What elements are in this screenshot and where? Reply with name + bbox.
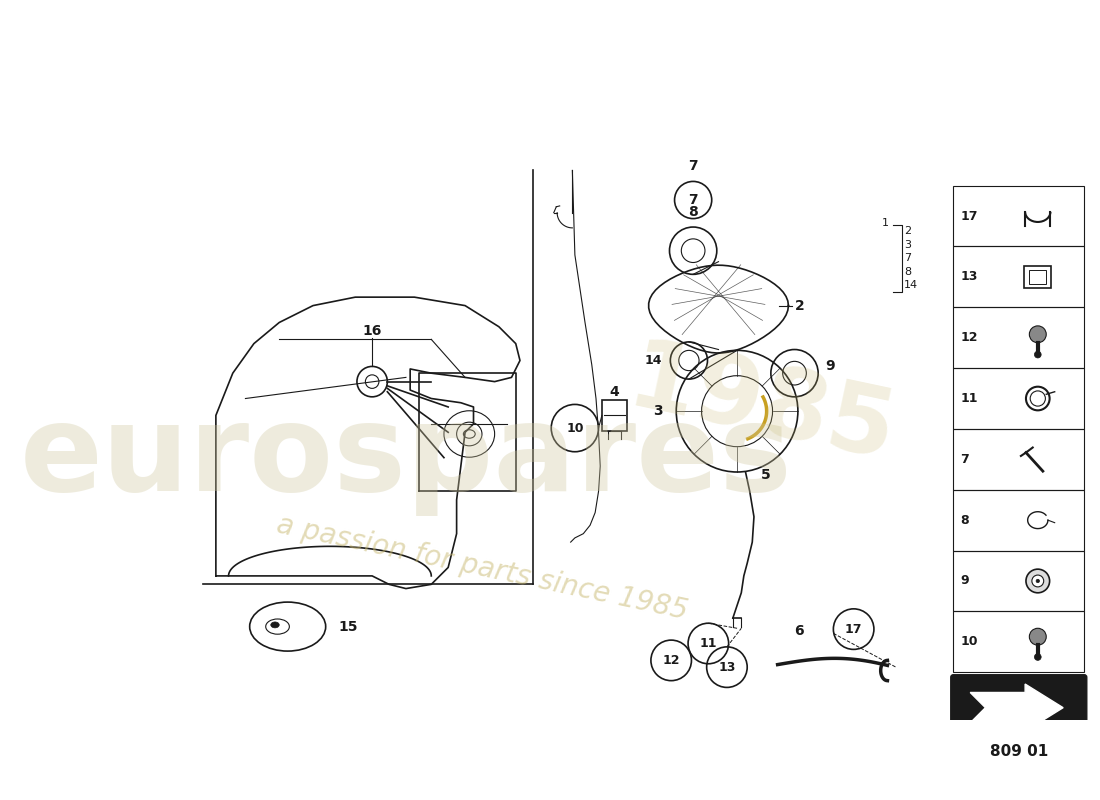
Bar — [954, 307, 1085, 368]
Polygon shape — [970, 684, 1063, 731]
Circle shape — [1036, 579, 1040, 582]
Circle shape — [1034, 351, 1042, 358]
Circle shape — [1026, 569, 1049, 593]
Text: 7: 7 — [689, 159, 698, 173]
Text: 7: 7 — [904, 254, 912, 263]
Text: 16: 16 — [363, 324, 382, 338]
Text: 11: 11 — [960, 392, 978, 405]
Text: 14: 14 — [645, 354, 662, 367]
Circle shape — [1034, 654, 1042, 660]
Text: 9: 9 — [825, 359, 835, 374]
Text: a passion for parts since 1985: a passion for parts since 1985 — [274, 510, 690, 625]
Bar — [954, 246, 1085, 307]
Ellipse shape — [271, 622, 279, 628]
Text: 8: 8 — [960, 514, 969, 526]
Text: 8: 8 — [689, 205, 698, 218]
Text: 1: 1 — [882, 218, 889, 228]
Text: 13: 13 — [960, 270, 978, 283]
Text: 1985: 1985 — [619, 334, 903, 481]
Text: 12: 12 — [960, 331, 978, 344]
Text: 13: 13 — [718, 661, 736, 674]
Text: 14: 14 — [904, 280, 918, 290]
Text: 2: 2 — [904, 226, 912, 236]
FancyBboxPatch shape — [950, 674, 1087, 741]
Bar — [954, 368, 1085, 429]
Text: 3: 3 — [653, 404, 662, 418]
Text: 8: 8 — [904, 267, 912, 277]
Text: 5: 5 — [761, 467, 770, 482]
Text: 3: 3 — [904, 240, 911, 250]
Circle shape — [1030, 628, 1046, 645]
Bar — [954, 550, 1085, 611]
Text: 7: 7 — [960, 453, 969, 466]
Text: 10: 10 — [960, 635, 978, 648]
Text: 10: 10 — [566, 422, 584, 434]
Bar — [954, 490, 1085, 550]
Bar — [954, 429, 1085, 490]
Text: 12: 12 — [662, 654, 680, 667]
Bar — [1024, 266, 1052, 288]
Text: 17: 17 — [845, 622, 862, 636]
Text: 6: 6 — [794, 624, 804, 638]
Text: 7: 7 — [689, 193, 698, 207]
Text: 2: 2 — [794, 298, 804, 313]
Text: 11: 11 — [700, 637, 717, 650]
Circle shape — [1030, 326, 1046, 342]
Bar — [954, 186, 1085, 246]
Circle shape — [1032, 575, 1044, 587]
Bar — [954, 611, 1085, 672]
Bar — [602, 400, 627, 430]
Text: 15: 15 — [339, 619, 358, 634]
Text: 809 01: 809 01 — [990, 744, 1048, 759]
Text: eurospares: eurospares — [20, 399, 792, 516]
Text: 4: 4 — [609, 385, 619, 398]
Bar — [1030, 270, 1046, 284]
Text: 9: 9 — [960, 574, 969, 587]
Text: 17: 17 — [960, 210, 978, 222]
